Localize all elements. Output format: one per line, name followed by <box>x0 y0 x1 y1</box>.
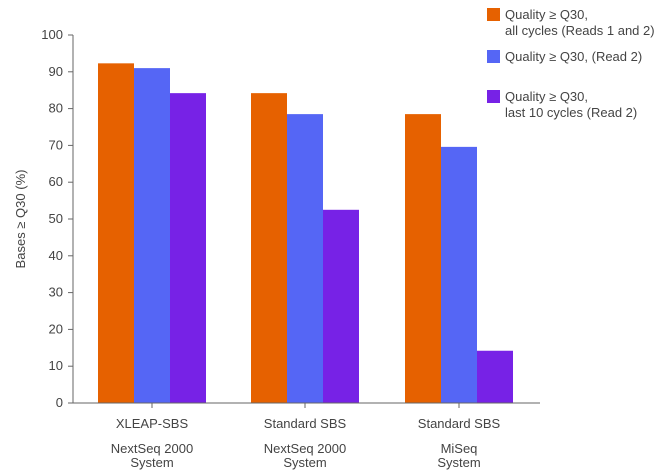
bars <box>98 63 513 404</box>
y-axis: 0 10 20 30 40 50 60 70 80 90 100 <box>41 27 74 410</box>
legend-label: Quality ≥ Q30, (Read 2) <box>505 49 642 64</box>
bar <box>251 93 287 404</box>
y-tick-label: 20 <box>49 321 63 336</box>
x-category-sublabel: System <box>283 455 326 470</box>
x-category-label: Standard SBS <box>418 416 501 431</box>
legend-swatch <box>487 90 500 103</box>
y-tick-label: 70 <box>49 137 63 152</box>
bar <box>134 68 170 404</box>
bar <box>98 63 134 403</box>
x-category-sublabel: NextSeq 2000 <box>111 441 193 456</box>
bar <box>405 114 441 404</box>
x-category-label: Standard SBS <box>264 416 347 431</box>
bar <box>170 93 206 404</box>
bar <box>323 209 359 403</box>
x-category-label: XLEAP-SBS <box>116 416 189 431</box>
y-tick-label: 100 <box>41 27 63 42</box>
y-tick-label: 50 <box>49 211 63 226</box>
x-category-sublabel: System <box>130 455 173 470</box>
x-category-sublabel: MiSeq <box>441 441 478 456</box>
legend-label: Quality ≥ Q30, <box>505 89 588 104</box>
legend-label: last 10 cycles (Read 2) <box>505 105 637 120</box>
legend: Quality ≥ Q30,all cycles (Reads 1 and 2)… <box>487 7 655 120</box>
bar <box>441 146 477 403</box>
legend-label: Quality ≥ Q30, <box>505 7 588 22</box>
y-tick-label: 30 <box>49 285 63 300</box>
y-tick-label: 80 <box>49 101 63 116</box>
y-axis-label: Bases ≥ Q30 (%) <box>13 170 28 269</box>
y-tick-label: 40 <box>49 248 63 263</box>
y-tick-label: 90 <box>49 64 63 79</box>
y-tick-label: 0 <box>56 395 63 410</box>
legend-swatch <box>487 50 500 63</box>
y-tick-label: 10 <box>49 358 63 373</box>
y-tick-label: 60 <box>49 174 63 189</box>
x-category-sublabel: NextSeq 2000 <box>264 441 346 456</box>
legend-label: all cycles (Reads 1 and 2) <box>505 23 655 38</box>
x-category-sublabel: System <box>437 455 480 470</box>
bar <box>477 350 513 403</box>
legend-swatch <box>487 8 500 21</box>
bar <box>287 114 323 404</box>
